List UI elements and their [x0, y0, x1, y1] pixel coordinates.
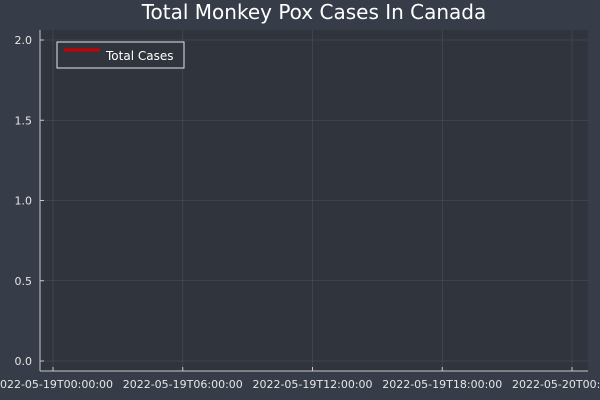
y-tick-label: 2.0	[15, 34, 33, 47]
x-tick-label: 2022-05-20T00:00:00	[512, 378, 600, 391]
y-tick-label: 1.0	[15, 195, 33, 208]
x-tick-label: 2022-05-19T18:00:00	[382, 378, 502, 391]
x-tick-label: 2022-05-19T06:00:00	[123, 378, 243, 391]
x-tick-labels: 2022-05-19T00:00:00 2022-05-19T06:00:00 20…	[0, 378, 600, 391]
legend-label-total-cases: Total Cases	[105, 49, 173, 63]
x-tick-label: 2022-05-19T12:00:00	[252, 378, 372, 391]
y-tick-label: 1.5	[15, 114, 33, 127]
x-tick-label: 2022-05-19T00:00:00	[0, 378, 113, 391]
chart-title: Total Monkey Pox Cases In Canada	[141, 0, 487, 24]
legend: Total Cases	[57, 42, 184, 68]
y-tick-label: 0.5	[15, 275, 33, 288]
y-tick-labels: 0.0 0.5 1.0 1.5 2.0	[15, 34, 33, 368]
y-tick-label: 0.0	[15, 355, 33, 368]
